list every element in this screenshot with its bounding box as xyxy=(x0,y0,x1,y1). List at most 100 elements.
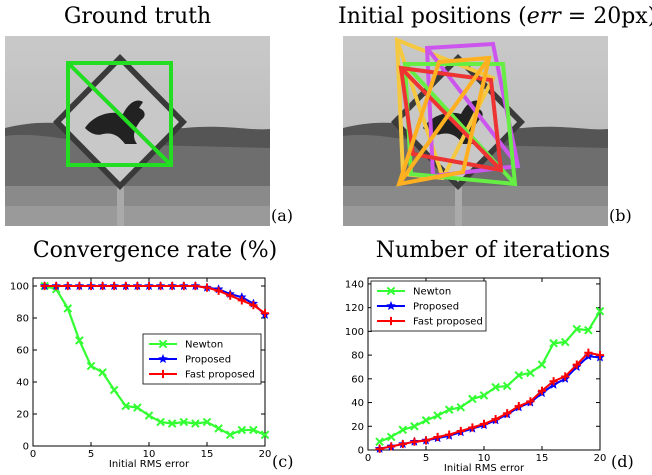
chart-d-data-point xyxy=(503,409,512,418)
chart-c-data-point xyxy=(133,403,142,412)
chart-d-series-fast-proposed xyxy=(375,348,605,453)
chart-d-data-point xyxy=(584,325,593,335)
panel-d-label: (d) xyxy=(611,452,634,471)
panel-a-label: (a) xyxy=(271,206,294,225)
chart-d-data-point xyxy=(526,397,535,406)
chart-c-data-point xyxy=(191,419,200,428)
ground-truth-box xyxy=(66,61,173,167)
chart-d-x-axis-label: Initial RMS error xyxy=(444,463,525,474)
kangaroo-sign-photo-initial-positions xyxy=(343,36,608,226)
panel-b-title-main: Initial positions ( xyxy=(338,4,527,29)
chart-d-data-point xyxy=(468,423,477,432)
chart-c-series-fast-proposed xyxy=(40,281,270,318)
chart-c-data-point xyxy=(98,281,107,291)
chart-d-data-point xyxy=(572,360,581,369)
chart-d-legend-label: Fast proposed xyxy=(413,317,483,328)
panel-c-label: (c) xyxy=(272,452,294,471)
chart-c-y-tick-label: 20 xyxy=(16,410,29,421)
chart-d-data-point xyxy=(398,439,407,449)
chart-d-x-tick-label: 20 xyxy=(594,453,607,464)
chart-c-legend-marker xyxy=(158,339,168,349)
chart-c-x-tick-label: 10 xyxy=(143,449,156,460)
chart-c-legend-label: Proposed xyxy=(185,355,231,366)
chart-c-y-tick-label: 40 xyxy=(16,378,29,389)
chart-d-data-point xyxy=(433,432,442,442)
chart-c-data-point xyxy=(214,424,223,433)
chart-c-data-point xyxy=(226,291,235,300)
chart-d-data-point xyxy=(468,394,477,404)
chart-c-x-axis-label: Initial RMS error xyxy=(109,459,190,470)
chart-d-data-point xyxy=(560,337,570,347)
chart-c-legend-label: Newton xyxy=(185,340,223,351)
chart-d-y-tick-label: 40 xyxy=(351,398,364,409)
panel-d-title: Number of iterations xyxy=(375,238,611,263)
chart-d-y-tick-label: 80 xyxy=(351,351,364,362)
initial-box-magenta xyxy=(424,41,521,179)
chart-d-y-tick-label: 60 xyxy=(351,374,364,385)
chart-d-data-point xyxy=(398,425,408,435)
chart-d-x-tick-label: 5 xyxy=(423,453,429,464)
chart-d-data-point xyxy=(514,402,523,411)
chart-c-data-point xyxy=(75,336,84,345)
number-of-iterations-chart: 0 5 10 15 20 0 20 40 60 80 100 120 140 Initial RMS er… xyxy=(345,277,607,474)
chart-c-data-point xyxy=(63,281,72,291)
chart-c-data-point xyxy=(110,281,119,291)
chart-d-data-point xyxy=(433,411,442,420)
chart-d-data-point xyxy=(444,405,454,414)
chart-d-data-point xyxy=(491,382,500,392)
chart-d-data-point xyxy=(375,444,384,453)
chart-c-data-point xyxy=(179,417,189,427)
chart-c-data-point xyxy=(63,304,73,313)
chart-c-data-point xyxy=(109,385,119,395)
chart-d-data-point xyxy=(456,402,466,412)
chart-d-data-point xyxy=(421,416,431,425)
chart-d-data-point xyxy=(572,324,582,334)
chart-d-data-point xyxy=(479,391,489,400)
chart-d-x-tick-label: 0 xyxy=(365,453,371,464)
chart-d-data-point xyxy=(549,338,558,348)
panel-a-title: Ground truth xyxy=(63,4,212,29)
chart-c-y-tick-label: 60 xyxy=(16,346,29,357)
chart-c-data-point xyxy=(167,419,177,428)
chart-d-x-tick-label: 15 xyxy=(536,453,549,464)
chart-d-y-tick-label: 20 xyxy=(351,422,364,433)
chart-c-legend-marker xyxy=(158,369,168,379)
chart-c-legend-marker xyxy=(158,353,168,364)
chart-c-data-point xyxy=(86,281,96,291)
chart-d-data-point xyxy=(410,437,419,446)
chart-c-data-point xyxy=(156,417,165,427)
chart-c-data-point xyxy=(237,425,247,435)
chart-c-y-tick-label: 80 xyxy=(16,314,29,325)
chart-c-y-tick-label: 100 xyxy=(10,282,29,293)
chart-c-data-point xyxy=(214,286,223,295)
chart-d-data-point xyxy=(421,436,431,445)
chart-c-data-point xyxy=(202,283,212,292)
chart-d-legend-marker xyxy=(386,316,396,326)
chart-c-data-point xyxy=(191,281,200,291)
chart-d-legend-label: Newton xyxy=(413,287,451,298)
chart-d-data-point xyxy=(386,432,396,442)
chart-c-data-point xyxy=(52,281,61,291)
chart-d-legend-marker xyxy=(386,300,396,311)
panel-c-title: Convergence rate (%) xyxy=(32,238,278,263)
chart-d-data-point xyxy=(514,370,524,380)
initial-box-orange xyxy=(396,55,492,187)
chart-c-data-point xyxy=(144,281,154,291)
chart-d-y-tick-label: 0 xyxy=(358,446,364,457)
chart-d-data-point xyxy=(502,381,512,391)
chart-c-data-point xyxy=(260,309,270,318)
chart-d-data-point xyxy=(410,421,419,431)
chart-d-data-point xyxy=(595,351,605,360)
chart-c-data-point xyxy=(156,281,165,291)
chart-d-y-tick-label: 100 xyxy=(345,327,364,338)
chart-d-legend-label: Proposed xyxy=(413,302,459,313)
chart-d-data-point xyxy=(445,430,454,439)
chart-c-y-tick-label: 0 xyxy=(23,442,29,453)
chart-d-data-point xyxy=(491,415,500,424)
chart-d-data-point xyxy=(537,360,547,369)
chart-c-data-point xyxy=(249,425,258,435)
chart-c-data-point xyxy=(202,417,212,427)
chart-c-data-point xyxy=(40,281,49,291)
chart-c-data-point xyxy=(86,361,96,371)
initial-box-red xyxy=(398,65,504,173)
